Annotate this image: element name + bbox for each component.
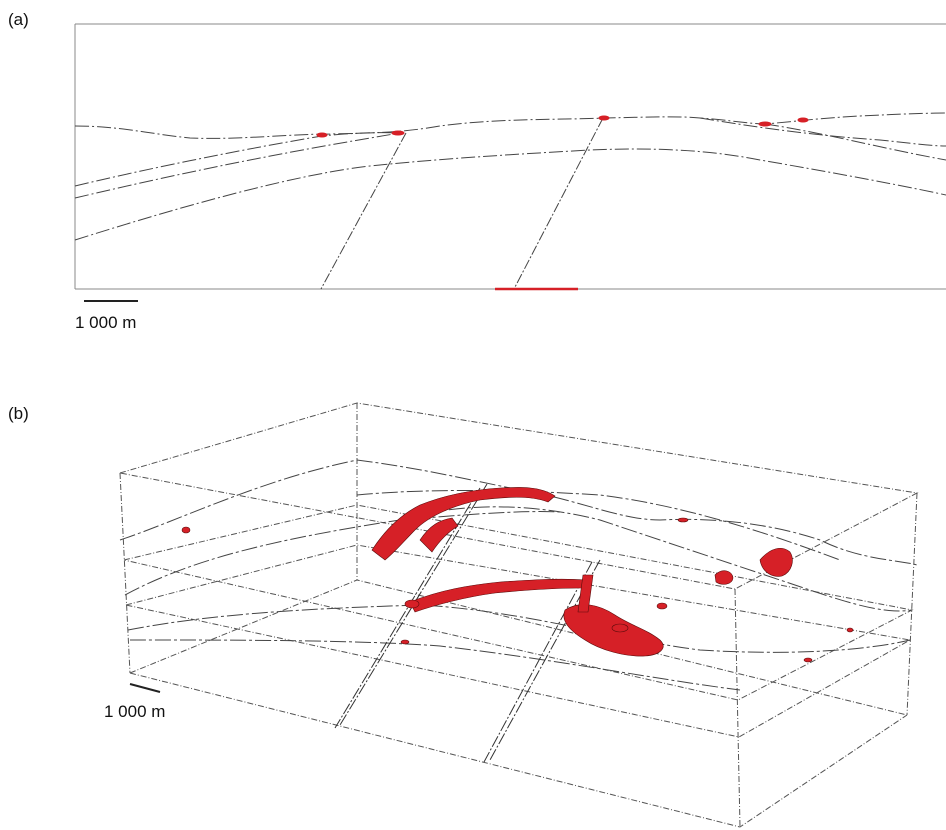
panel-a-mark-2 xyxy=(391,130,405,136)
panel-b-horizon-2 xyxy=(124,511,561,596)
panel-b-fault-1b xyxy=(334,487,481,729)
panel-a-label: (a) xyxy=(8,10,29,29)
panel-b-slab-2 xyxy=(125,544,912,738)
panel-b-red-bit-8 xyxy=(656,602,668,610)
panel-b-red-bit-2 xyxy=(677,517,689,523)
panel-b-horizon-3 xyxy=(127,604,911,653)
panel-b-red-bit-3 xyxy=(803,657,813,663)
panel-b-edge-front xyxy=(734,588,741,828)
panel-b-red-band-2 xyxy=(419,517,459,553)
panel-b-fault-2b xyxy=(483,561,593,763)
panel-b-bottom-back xyxy=(129,579,908,716)
panel-a-highlights xyxy=(316,115,809,291)
panel-b-block xyxy=(119,402,919,828)
panel-a-fault-2 xyxy=(513,117,604,290)
panel-b-horizon-6 xyxy=(356,489,841,561)
panel-b-horizon-4 xyxy=(129,639,741,691)
panel-b-red-bit-1 xyxy=(181,526,191,534)
panel-a-horizon-1 xyxy=(74,112,946,139)
panel-b-bottom-front xyxy=(129,672,908,828)
panel-b-scale-label: 1 000 m xyxy=(104,702,166,721)
panel-a-horizon-5 xyxy=(699,117,946,147)
panel-b-edge-left xyxy=(119,472,131,674)
panel-a-horizon-6 xyxy=(764,123,946,161)
panel-b-label: (b) xyxy=(8,404,29,423)
panel-b-red-right-2 xyxy=(714,570,734,585)
panel-a-mark-4 xyxy=(758,121,772,127)
panel-b-red-bit-7 xyxy=(611,623,629,633)
panel-b-slab-1 xyxy=(123,504,914,701)
panel-b-red-bit-5 xyxy=(404,599,420,609)
panel-b-scale-bar xyxy=(129,683,161,693)
panel-a-fault-1 xyxy=(320,132,407,290)
panel-a-mark-3 xyxy=(598,115,610,121)
panel-b-red-bit-4 xyxy=(846,627,854,633)
panel-b-edge-right xyxy=(906,492,918,716)
panel-b-red-drape xyxy=(577,574,594,613)
panel-b-horizons xyxy=(119,459,918,691)
panel-b-horizon-5 xyxy=(399,506,913,612)
panel-b-highlights xyxy=(181,487,854,663)
panel-b-horizon-1 xyxy=(119,459,918,566)
panel-a-mark-1 xyxy=(316,132,328,138)
panel-a-scale-label: 1 000 m xyxy=(75,313,137,332)
panel-a-horizon-3 xyxy=(74,132,401,199)
panel-a-mark-5 xyxy=(797,117,809,123)
panel-a-horizon-4 xyxy=(74,148,946,241)
panel-b-faults xyxy=(334,483,601,763)
panel-b-red-right xyxy=(759,547,793,577)
panel-b-red-bit-6 xyxy=(400,639,410,645)
panel-b-red-band-3 xyxy=(409,578,586,613)
panel-a-horizon-2 xyxy=(74,132,401,187)
panel-b-red-band-1 xyxy=(371,487,556,561)
panel-a-section xyxy=(74,23,946,290)
